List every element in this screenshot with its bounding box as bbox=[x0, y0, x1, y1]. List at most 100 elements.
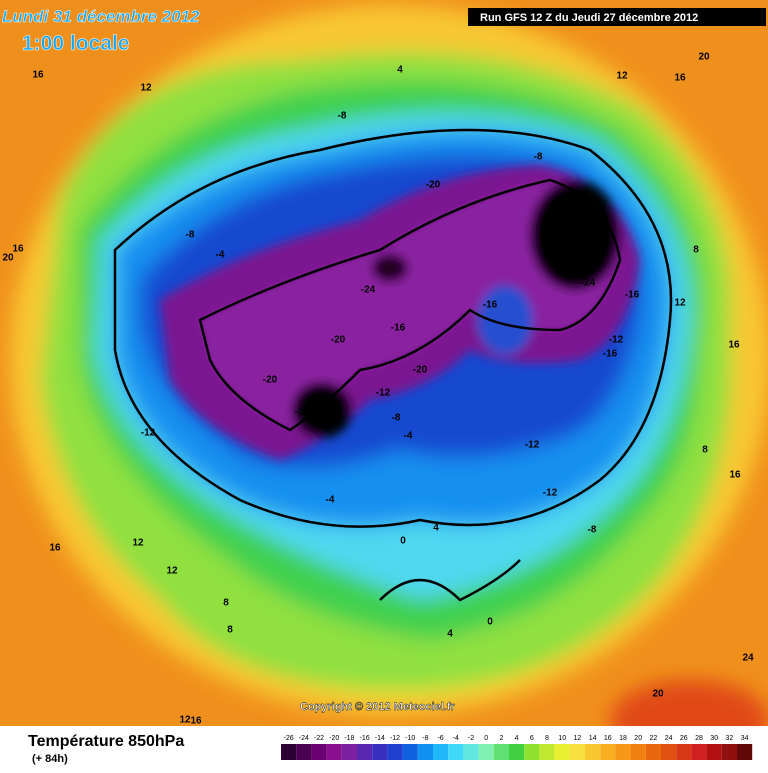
colorbar-label: 0 bbox=[484, 735, 488, 742]
colorbar-swatch bbox=[417, 744, 433, 760]
contour-label: -20 bbox=[426, 180, 441, 191]
contour-label: -28 bbox=[309, 400, 324, 411]
contour-label: 20 bbox=[652, 689, 664, 700]
colorbar-swatch bbox=[524, 744, 540, 760]
colorbar-label: 10 bbox=[558, 735, 566, 742]
contour-label: 0 bbox=[487, 617, 493, 628]
colorbar-swatch bbox=[676, 744, 692, 760]
contour-label: -24 bbox=[295, 407, 310, 418]
colorbar-swatch bbox=[281, 744, 297, 760]
contour-label: -16 bbox=[603, 349, 618, 360]
contour-label: -20 bbox=[331, 335, 346, 346]
footer-title: Température 850hPa bbox=[28, 733, 184, 750]
colorbar-label: 32 bbox=[726, 735, 734, 742]
colorbar-label: -22 bbox=[314, 735, 324, 742]
colorbar-swatch bbox=[539, 744, 555, 760]
colorbar-swatch bbox=[341, 744, 357, 760]
colorbar-swatch bbox=[645, 744, 661, 760]
colorbar-swatch bbox=[372, 744, 388, 760]
colorbar-label: 22 bbox=[650, 735, 658, 742]
contour-label: -20 bbox=[263, 375, 278, 386]
forecast-lead: (+ 84h) bbox=[32, 753, 68, 765]
colorbar: -26 -24 -22 -20 -18 -16 -14 -12 -10 -8 -6 -4 -2 0 2 4 6 8… bbox=[281, 735, 753, 760]
colorbar-label: 24 bbox=[665, 735, 673, 742]
colorbar-label: 18 bbox=[619, 735, 627, 742]
colorbar-swatch bbox=[387, 744, 403, 760]
colorbar-label: 8 bbox=[545, 735, 549, 742]
contour-label: 4 bbox=[397, 65, 403, 76]
contour-label: 4 bbox=[447, 629, 453, 640]
contour-label: -16 bbox=[483, 300, 498, 311]
colorbar-swatch bbox=[493, 744, 509, 760]
colorbar-label: -4 bbox=[453, 735, 459, 742]
contour-label: 16 bbox=[12, 244, 24, 255]
colorbar-label: 20 bbox=[634, 735, 642, 742]
contour-label: 0 bbox=[400, 536, 406, 547]
contour-label: -8 bbox=[588, 525, 597, 536]
colorbar-label: 34 bbox=[741, 735, 749, 742]
colorbar-label: -6 bbox=[437, 735, 443, 742]
colorbar-label: -18 bbox=[344, 735, 354, 742]
colorbar-label: -10 bbox=[405, 735, 415, 742]
contour-label: 16 bbox=[32, 70, 44, 81]
colorbar-swatch bbox=[448, 744, 464, 760]
contour-label: 16 bbox=[49, 543, 61, 554]
contour-label: 20 bbox=[698, 52, 710, 63]
colorbar-label: 30 bbox=[710, 735, 718, 742]
contour-label: -20 bbox=[413, 365, 428, 376]
colorbar-label: -12 bbox=[390, 735, 400, 742]
colorbar-label: -2 bbox=[468, 735, 474, 742]
contour-label: -8 bbox=[392, 413, 401, 424]
contour-label: -8 bbox=[534, 152, 543, 163]
contour-label: 8 bbox=[693, 245, 699, 256]
contour-label: -16 bbox=[391, 323, 406, 334]
colorbar-swatch bbox=[737, 744, 753, 760]
copyright: Copyright © 2012 Meteociel.fr bbox=[300, 701, 456, 713]
colorbar-label: -16 bbox=[360, 735, 370, 742]
contour-label: 12 bbox=[140, 83, 152, 94]
contour-label: -12 bbox=[525, 440, 540, 451]
colorbar-label: -24 bbox=[299, 735, 309, 742]
contour-label: -8 bbox=[338, 111, 347, 122]
contour-label: 16 bbox=[729, 470, 741, 481]
contour-label: 8 bbox=[702, 445, 708, 456]
colorbar-label: 16 bbox=[604, 735, 612, 742]
contour-label: -28 bbox=[551, 232, 566, 243]
colorbar-swatch bbox=[554, 744, 570, 760]
contour-label: -4 bbox=[404, 431, 413, 442]
contour-label: 12 bbox=[132, 538, 144, 549]
colorbar-swatch bbox=[721, 744, 737, 760]
contour-label: -24 bbox=[361, 285, 376, 296]
contour-label: 12 bbox=[179, 715, 191, 726]
colorbar-label: -8 bbox=[422, 735, 428, 742]
colorbar-swatch bbox=[706, 744, 722, 760]
colorbar-label: -20 bbox=[329, 735, 339, 742]
run-info: Run GFS 12 Z du Jeudi 27 décembre 2012 bbox=[480, 12, 698, 24]
colorbar-swatch bbox=[402, 744, 418, 760]
colorbar-label: -14 bbox=[375, 735, 385, 742]
colorbar-swatch bbox=[615, 744, 631, 760]
contour-label: -24 bbox=[581, 278, 596, 289]
colorbar-swatch bbox=[600, 744, 616, 760]
local-time: 1:00 locale bbox=[22, 32, 129, 55]
contour-label: 20 bbox=[2, 253, 14, 264]
contour-label: 8 bbox=[227, 625, 233, 636]
colorbar-label: 28 bbox=[695, 735, 703, 742]
contour-labels: -28-24-20-24-16-20-28-24-20-12-8-4-12-12… bbox=[2, 52, 754, 727]
colorbar-label: -26 bbox=[284, 735, 294, 742]
colorbar-swatch bbox=[311, 744, 327, 760]
colorbar-swatch bbox=[630, 744, 646, 760]
colorbar-label: 6 bbox=[530, 735, 534, 742]
colorbar-label: 2 bbox=[499, 735, 503, 742]
contour-label: 16 bbox=[674, 73, 686, 84]
contour-label: 4 bbox=[433, 523, 439, 534]
colorbar-label: 14 bbox=[589, 735, 597, 742]
run-banner bbox=[468, 8, 766, 26]
colorbar-swatch bbox=[433, 744, 449, 760]
colorbar-swatch bbox=[509, 744, 525, 760]
colorbar-swatch bbox=[569, 744, 585, 760]
colorbar-swatch bbox=[661, 744, 677, 760]
contour-label: 8 bbox=[223, 598, 229, 609]
